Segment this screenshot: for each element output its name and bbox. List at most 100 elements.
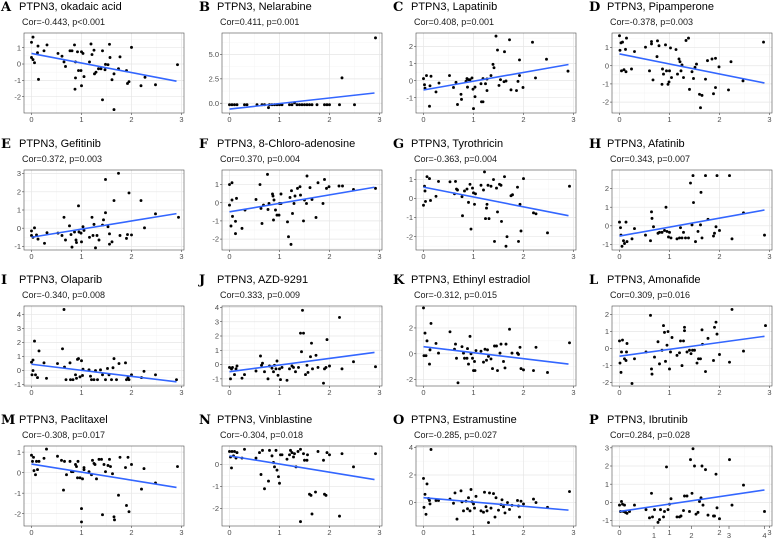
data-point [231, 365, 234, 369]
data-point [518, 515, 521, 519]
data-point [660, 230, 664, 234]
data-point [126, 455, 130, 459]
data-point [618, 503, 621, 507]
panel-subtitle: Cor=0.333, p=0.009 [220, 290, 301, 300]
data-point [455, 517, 459, 521]
data-point [103, 68, 107, 72]
data-point [730, 307, 734, 311]
data-point [692, 77, 695, 80]
data-point [275, 359, 279, 363]
plot-background [24, 446, 184, 526]
data-point [689, 181, 692, 185]
data-point [106, 464, 110, 467]
data-point [142, 467, 146, 471]
data-point [35, 459, 38, 463]
plot-border [221, 169, 383, 251]
data-point [624, 47, 627, 51]
data-point [676, 72, 679, 76]
data-point [106, 367, 109, 370]
data-point [91, 234, 95, 237]
data-point [73, 230, 76, 234]
data-point [700, 236, 704, 240]
data-point [568, 184, 571, 188]
data-point [684, 236, 687, 240]
y-tick-label: 0 [605, 61, 609, 70]
data-point [469, 227, 473, 231]
data-point [259, 473, 263, 476]
data-point [484, 217, 487, 221]
x-tick-label: 3 [179, 115, 183, 124]
data-point [425, 339, 429, 343]
scatter-plot: 0 1 2 3 -1 0 1 2 3 4 [14, 305, 185, 397]
y-tick-label: -1 [212, 482, 219, 491]
data-point [689, 352, 693, 356]
data-point [504, 244, 508, 248]
data-point [81, 51, 85, 55]
data-point [663, 229, 666, 232]
data-point [470, 76, 474, 80]
data-point [622, 239, 625, 243]
panel-label: D [589, 0, 601, 15]
data-point [70, 49, 74, 53]
data-point [45, 43, 49, 47]
data-point [80, 240, 83, 244]
data-point [664, 205, 668, 209]
data-point [31, 358, 35, 362]
data-point [669, 46, 672, 50]
data-point [422, 203, 425, 207]
data-point [125, 236, 128, 240]
panel-title: PTPN3, Tyrothricin [411, 138, 504, 150]
data-point [669, 236, 673, 240]
data-point [235, 364, 239, 368]
regression-line [619, 489, 765, 513]
data-point [534, 501, 538, 505]
data-point [473, 360, 476, 363]
data-point [518, 74, 521, 78]
data-point [500, 498, 504, 502]
data-point [245, 103, 249, 107]
data-point [714, 472, 718, 476]
data-point [425, 175, 429, 179]
data-point [422, 505, 426, 509]
data-point [322, 381, 325, 385]
panel-subtitle: Cor=0.372, p=0.003 [22, 154, 103, 164]
data-point [68, 459, 72, 463]
data-point [718, 517, 721, 521]
y-tick-label: 1 [605, 43, 609, 52]
y-tick-label: 1 [409, 175, 413, 184]
data-point [463, 356, 466, 360]
data-point [424, 354, 428, 358]
plot-border [221, 445, 383, 527]
data-point [374, 365, 377, 369]
data-point [517, 239, 520, 243]
data-point [688, 510, 691, 513]
data-point [74, 238, 78, 242]
data-point [700, 328, 704, 332]
data-point [499, 78, 502, 82]
data-point [485, 358, 488, 362]
data-point [271, 194, 275, 198]
data-point [108, 232, 111, 236]
data-point [665, 69, 668, 73]
data-point [130, 463, 133, 466]
data-point [340, 76, 344, 80]
plot-background [222, 170, 382, 250]
x-tick-label: 2 [129, 388, 133, 397]
y-tick-label: 0 [17, 60, 21, 69]
data-point [230, 198, 234, 202]
data-point [31, 369, 35, 373]
data-point [658, 362, 661, 366]
data-point [730, 237, 734, 241]
scatter-plot: 0 1 2 3 -1 0 1 2 [602, 169, 773, 261]
data-point [112, 515, 116, 519]
data-point [483, 490, 486, 494]
data-point [325, 338, 329, 342]
data-point [661, 67, 664, 71]
data-point [293, 452, 296, 456]
data-point [230, 103, 234, 107]
data-point [288, 103, 291, 107]
panel-title: PTPN3, Olaparib [19, 274, 103, 286]
data-point [699, 223, 702, 227]
data-point [492, 66, 496, 70]
data-point [75, 376, 78, 380]
